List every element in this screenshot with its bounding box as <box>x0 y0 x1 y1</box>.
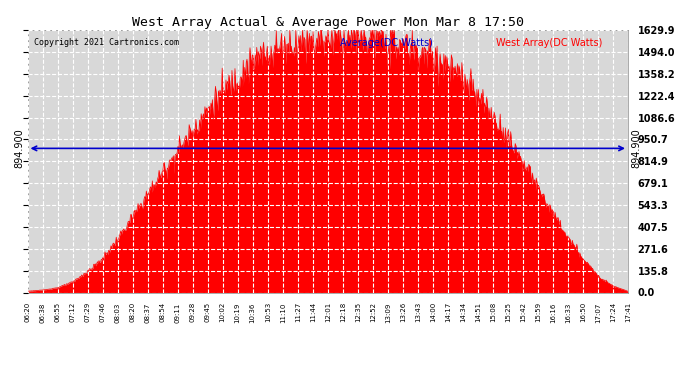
Text: Copyright 2021 Cartronics.com: Copyright 2021 Cartronics.com <box>34 38 179 47</box>
Text: West Array(DC Watts): West Array(DC Watts) <box>496 38 602 48</box>
Title: West Array Actual & Average Power Mon Mar 8 17:50: West Array Actual & Average Power Mon Ma… <box>132 16 524 29</box>
Text: 894.900: 894.900 <box>14 129 25 168</box>
Text: Average(DC Watts): Average(DC Watts) <box>339 38 433 48</box>
Text: 894.900: 894.900 <box>631 129 641 168</box>
